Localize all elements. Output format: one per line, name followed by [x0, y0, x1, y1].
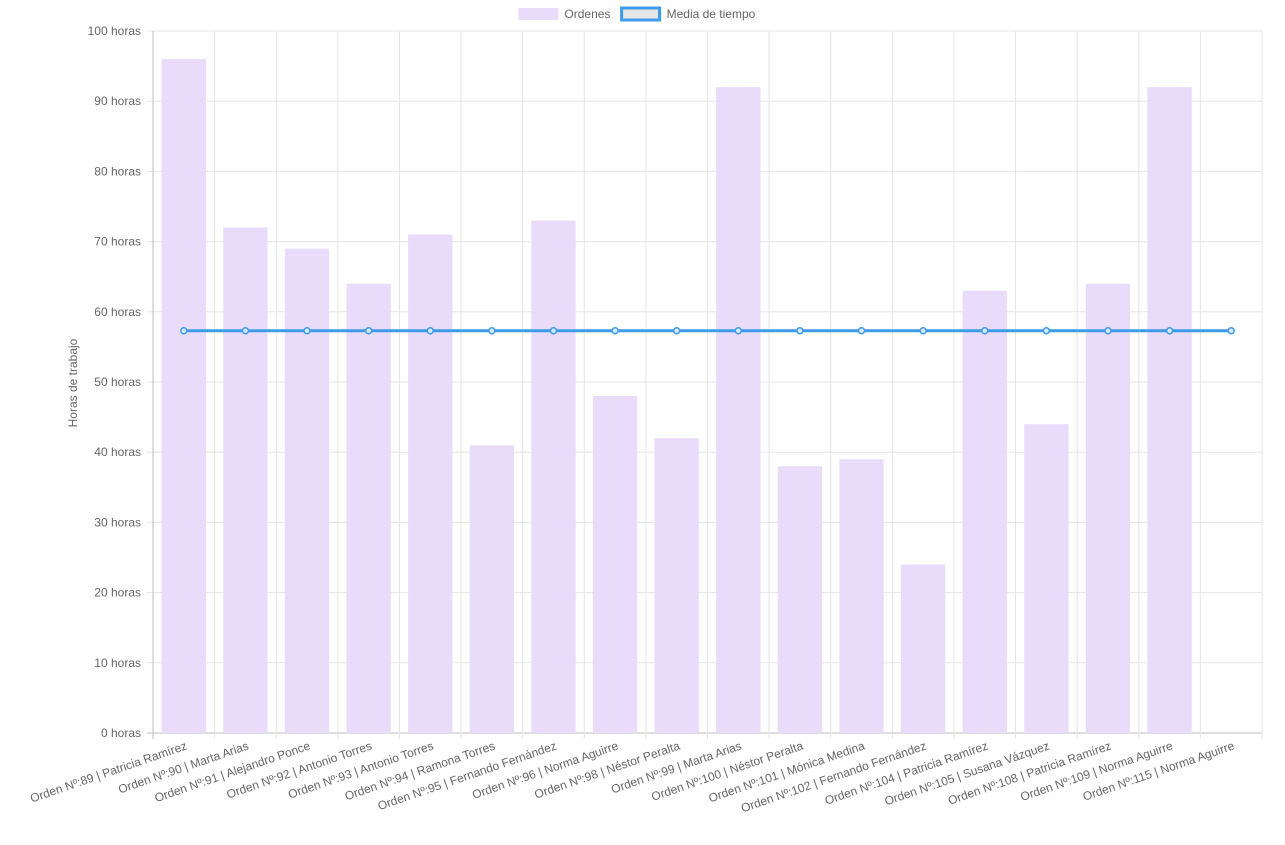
y-tick-label: 40 horas	[94, 445, 141, 459]
y-tick-label: 0 horas	[101, 726, 141, 740]
average-point	[981, 327, 989, 335]
average-point	[488, 327, 496, 335]
bar	[592, 396, 638, 733]
average-point	[796, 327, 804, 335]
bar	[716, 87, 761, 733]
legend-label: Ordenes	[564, 7, 610, 21]
bar	[469, 445, 515, 733]
y-tick-label: 70 horas	[94, 235, 141, 249]
y-tick-label: 10 horas	[94, 656, 141, 670]
bar	[1147, 87, 1192, 733]
average-point	[426, 327, 434, 335]
average-point	[241, 327, 250, 335]
y-tick-label: 20 horas	[94, 586, 141, 600]
average-point	[549, 327, 558, 335]
legend-swatch-1	[620, 6, 662, 22]
bar	[223, 227, 268, 733]
y-axis-title: Horas de trabajo	[66, 338, 80, 427]
y-tick-label: 30 horas	[94, 515, 141, 529]
y-tick-label: 80 horas	[94, 164, 141, 178]
average-point	[364, 327, 373, 335]
bar	[284, 248, 330, 733]
average-point	[611, 327, 619, 335]
y-tick-label: 50 horas	[94, 375, 141, 389]
bar	[900, 564, 946, 733]
y-tick-label: 90 horas	[94, 94, 141, 108]
bar	[346, 283, 391, 733]
average-point	[1104, 327, 1112, 335]
bar	[1024, 424, 1069, 733]
average-point	[672, 327, 681, 335]
bar	[777, 466, 823, 733]
bar	[654, 438, 699, 733]
bar	[839, 459, 884, 733]
average-point	[1227, 327, 1235, 335]
legend: Ordenes Media de tiempo	[518, 6, 756, 22]
bar	[408, 234, 453, 733]
average-point	[857, 327, 866, 335]
bar	[1085, 283, 1131, 733]
legend-swatch-0	[518, 8, 559, 20]
bar	[962, 290, 1007, 733]
bars	[161, 59, 1192, 734]
legend-label: Media de tiempo	[667, 7, 756, 21]
average-point	[919, 327, 927, 335]
bar	[161, 59, 206, 733]
bar	[531, 220, 576, 734]
average-point	[1165, 327, 1174, 335]
average-point	[1042, 327, 1051, 335]
average-point	[180, 327, 188, 335]
y-tick-label: 100 horas	[88, 24, 141, 38]
average-line	[180, 327, 1235, 335]
average-point	[303, 327, 311, 335]
average-point	[734, 327, 743, 335]
grid	[147, 30, 1263, 739]
y-tick-label: 60 horas	[94, 305, 141, 319]
